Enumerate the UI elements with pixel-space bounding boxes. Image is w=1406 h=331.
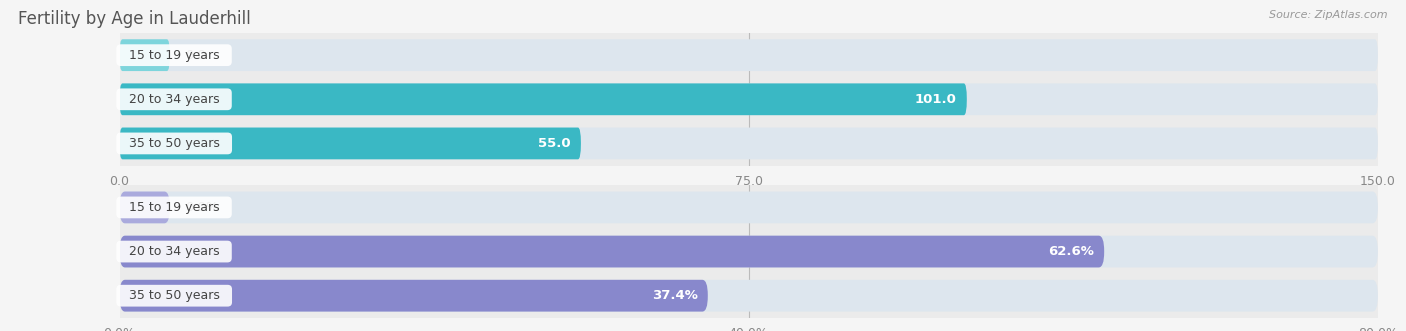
Text: 0.0: 0.0 (186, 49, 205, 62)
Text: Source: ZipAtlas.com: Source: ZipAtlas.com (1270, 10, 1388, 20)
FancyBboxPatch shape (120, 39, 170, 71)
Text: Fertility by Age in Lauderhill: Fertility by Age in Lauderhill (18, 10, 252, 28)
Text: 55.0: 55.0 (538, 137, 571, 150)
Text: 101.0: 101.0 (915, 93, 956, 106)
FancyBboxPatch shape (120, 280, 1378, 311)
FancyBboxPatch shape (120, 83, 1378, 115)
Text: 15 to 19 years: 15 to 19 years (121, 49, 228, 62)
Text: 0.0%: 0.0% (186, 201, 218, 214)
FancyBboxPatch shape (120, 192, 1378, 223)
Text: 15 to 19 years: 15 to 19 years (121, 201, 228, 214)
FancyBboxPatch shape (120, 83, 967, 115)
FancyBboxPatch shape (120, 280, 707, 311)
FancyBboxPatch shape (120, 236, 1378, 267)
Text: 20 to 34 years: 20 to 34 years (121, 245, 228, 258)
Text: 35 to 50 years: 35 to 50 years (121, 289, 228, 302)
FancyBboxPatch shape (120, 192, 170, 223)
FancyBboxPatch shape (120, 39, 1378, 71)
Text: 37.4%: 37.4% (652, 289, 697, 302)
Text: 20 to 34 years: 20 to 34 years (121, 93, 228, 106)
FancyBboxPatch shape (120, 127, 581, 159)
Text: 35 to 50 years: 35 to 50 years (121, 137, 228, 150)
FancyBboxPatch shape (120, 236, 1104, 267)
FancyBboxPatch shape (120, 127, 1378, 159)
Text: 62.6%: 62.6% (1049, 245, 1094, 258)
